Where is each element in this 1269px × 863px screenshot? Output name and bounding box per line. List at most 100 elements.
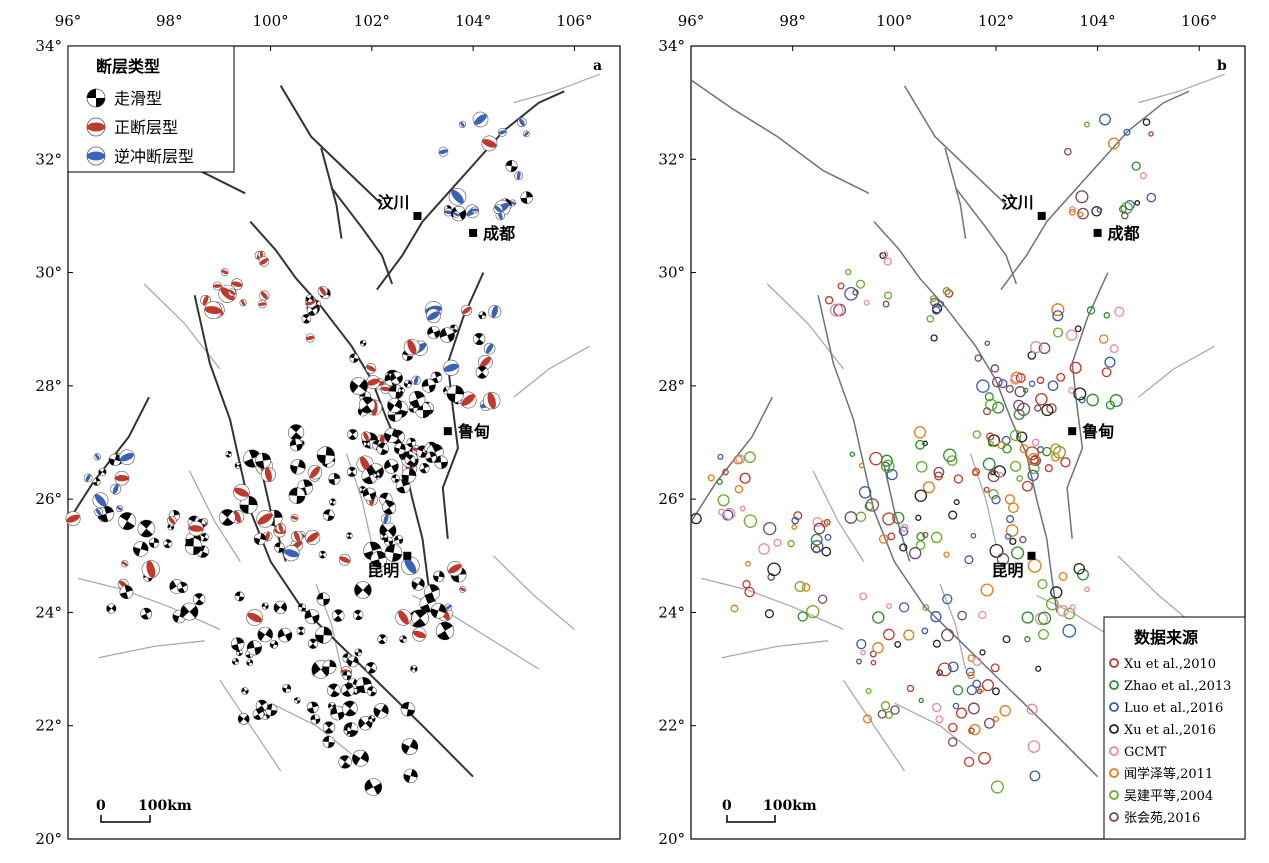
event-circle xyxy=(987,441,994,447)
focal-mechanism-strike-slip xyxy=(273,600,288,615)
event-circle xyxy=(948,722,958,733)
event-circle xyxy=(787,540,795,548)
focal-mechanism-normal xyxy=(220,268,229,276)
focal-mechanism-thrust xyxy=(443,207,453,217)
focal-mechanism-strike-slip xyxy=(401,738,419,755)
event-circle xyxy=(882,512,896,526)
event-circle xyxy=(865,687,872,695)
panel-a-label: a xyxy=(593,58,602,74)
focal-mechanism-strike-slip xyxy=(328,472,341,486)
event-circle xyxy=(1010,460,1022,472)
focal-mechanism-strike-slip xyxy=(403,768,418,784)
lon-tick-label: 98° xyxy=(779,12,806,30)
svg-text:0: 0 xyxy=(96,798,106,814)
focal-mechanism-strike-slip xyxy=(316,592,330,606)
event-circle xyxy=(990,364,1000,373)
focal-mechanism-strike-slip xyxy=(399,635,407,644)
focal-mechanism-strike-slip xyxy=(322,509,335,521)
city-label: 成都 xyxy=(483,224,515,243)
focal-mechanism-thrust xyxy=(458,120,466,129)
event-circle xyxy=(989,543,1004,558)
event-circle xyxy=(1121,211,1129,220)
scale-b-label: 100km xyxy=(763,798,817,814)
event-circle xyxy=(941,628,954,642)
focal-mechanism-normal xyxy=(481,135,498,152)
event-circle xyxy=(1134,200,1141,206)
event-circle xyxy=(824,533,832,541)
event-circle xyxy=(1086,306,1096,315)
lat-tick-label: 28° xyxy=(35,377,62,395)
event-circle xyxy=(990,663,1000,673)
event-circle xyxy=(1109,394,1123,408)
focal-mechanism-strike-slip xyxy=(331,609,345,622)
legend-a-item: 正断层型 xyxy=(86,117,178,137)
event-circle xyxy=(1010,374,1021,385)
major-fault-line xyxy=(1000,90,1190,291)
legend-b-item-label: Xu et al.,2010 xyxy=(1124,657,1216,672)
focal-mechanism-strike-slip xyxy=(364,778,383,796)
focal-mechanism-strike-slip xyxy=(92,477,101,486)
focal-mechanism-strike-slip xyxy=(342,700,358,717)
event-circle xyxy=(967,671,975,680)
focal-mechanism-strike-slip xyxy=(225,450,233,458)
focal-mechanism-strike-slip xyxy=(246,640,262,656)
focal-mechanism-thrust xyxy=(488,305,502,319)
event-circle xyxy=(858,486,872,499)
event-circle xyxy=(1045,597,1059,611)
event-circle xyxy=(1050,586,1063,599)
event-circle xyxy=(953,499,960,506)
focal-mechanism-thrust xyxy=(411,375,421,385)
event-circle xyxy=(855,279,866,289)
event-circle xyxy=(1019,444,1029,454)
city-label: 鲁甸 xyxy=(457,422,490,441)
focal-mechanism-strike-slip xyxy=(373,471,380,479)
panel-b: 96° 98° 100° 102° 104° 106° 34° 32° 30° 28° 26° 24°… xyxy=(658,12,1246,848)
focal-mechanism-normal xyxy=(338,553,351,566)
focal-mechanism-strike-slip xyxy=(359,339,367,347)
event-circle xyxy=(845,268,852,276)
focal-mechanism-strike-slip xyxy=(400,701,416,717)
event-circle xyxy=(773,538,782,547)
event-circle xyxy=(1099,113,1111,126)
event-circle xyxy=(1098,334,1109,344)
focal-mechanism-normal xyxy=(246,609,263,626)
event-circle xyxy=(730,604,739,613)
legend-a-title: 断层类型 xyxy=(96,57,160,76)
focal-mechanism-strike-slip xyxy=(301,313,312,324)
legend-b-item-label: GCMT xyxy=(1124,745,1167,760)
legend-b-title: 数据来源 xyxy=(1134,628,1198,647)
event-circle xyxy=(952,685,964,696)
event-circle xyxy=(1008,502,1019,514)
event-circle xyxy=(1148,131,1154,137)
event-circle xyxy=(1024,636,1031,643)
focal-mechanism-normal xyxy=(275,522,286,533)
focal-mechanism-strike-slip xyxy=(430,371,443,384)
event-circle xyxy=(1009,429,1022,442)
focal-mechanism-normal xyxy=(228,288,236,297)
focal-mechanism-strike-slip xyxy=(411,609,430,628)
focal-mechanism-strike-slip xyxy=(106,603,117,614)
event-circle xyxy=(1124,199,1135,211)
event-circle xyxy=(1038,628,1049,640)
event-circle xyxy=(844,511,858,524)
event-circle xyxy=(1077,211,1084,218)
event-circle xyxy=(1034,404,1042,412)
event-circle xyxy=(717,494,730,507)
event-circle xyxy=(972,467,981,476)
lat-tick-label: 26° xyxy=(35,490,62,508)
event-circle xyxy=(953,474,964,484)
legend-b-item-label: 闻学泽等,2011 xyxy=(1124,766,1213,782)
event-circle xyxy=(914,489,928,502)
focal-mechanism-strike-slip xyxy=(293,697,301,704)
major-fault-line xyxy=(441,272,485,539)
event-circle xyxy=(932,702,942,713)
event-circle xyxy=(1068,208,1076,216)
city-label: 昆明 xyxy=(992,561,1024,580)
focal-mechanism-normal xyxy=(65,511,81,527)
focal-mechanism-strike-slip xyxy=(231,657,239,666)
event-circle xyxy=(886,468,898,481)
focal-mechanism-strike-slip xyxy=(391,474,400,483)
event-circle xyxy=(900,523,909,532)
focal-mechanism-normal xyxy=(259,290,270,301)
focal-mechanism-strike-slip xyxy=(305,294,314,303)
